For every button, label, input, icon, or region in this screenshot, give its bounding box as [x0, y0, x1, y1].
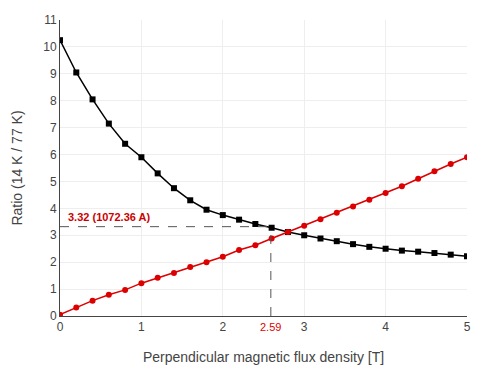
svg-text:2.59: 2.59: [260, 321, 281, 333]
svg-text:2: 2: [219, 320, 226, 334]
svg-text:0: 0: [57, 320, 64, 334]
svg-text:7: 7: [50, 121, 57, 135]
svg-text:11: 11: [44, 13, 57, 27]
svg-text:4: 4: [50, 202, 57, 216]
svg-text:4: 4: [382, 320, 389, 334]
svg-text:6: 6: [50, 148, 57, 162]
svg-text:2: 2: [50, 255, 57, 269]
svg-text:3: 3: [301, 320, 308, 334]
svg-text:8: 8: [50, 94, 57, 108]
svg-text:3.32 (1072.36 A): 3.32 (1072.36 A): [68, 211, 150, 223]
svg-text:9: 9: [50, 67, 57, 81]
svg-text:5: 5: [464, 320, 471, 334]
svg-text:Ratio (14 K / 77 K): Ratio (14 K / 77 K): [9, 110, 25, 225]
svg-text:10: 10: [43, 40, 57, 54]
svg-text:1: 1: [138, 320, 145, 334]
svg-text:5: 5: [50, 175, 57, 189]
svg-text:1: 1: [50, 282, 57, 296]
svg-text:Perpendicular magnetic flux de: Perpendicular magnetic flux density [T]: [143, 349, 384, 365]
svg-text:3: 3: [50, 228, 57, 242]
svg-text:0: 0: [50, 309, 57, 323]
